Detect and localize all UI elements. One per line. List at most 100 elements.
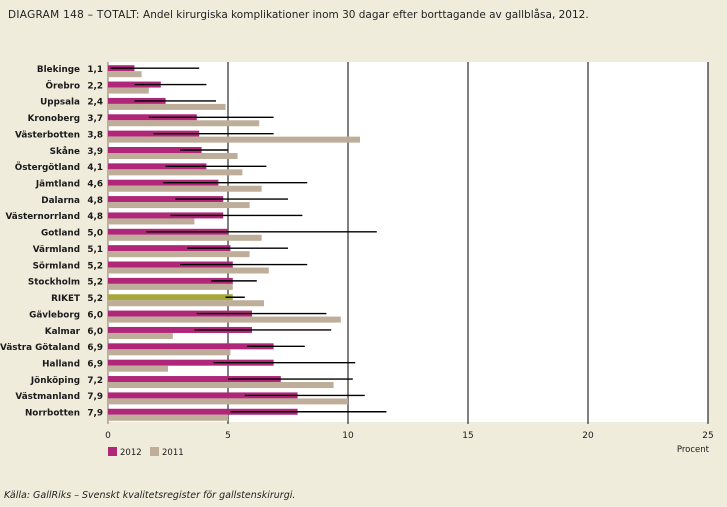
value-label: 5,2 <box>87 261 103 271</box>
x-axis-ticks-layer: 0 5 10 15 20 25 <box>105 431 714 441</box>
value-label: 3,9 <box>87 147 103 157</box>
bar-2011 <box>108 382 334 389</box>
category-label: Dalarna <box>41 196 80 206</box>
value-label: 4,8 <box>87 196 103 206</box>
bar-2012 <box>108 147 202 153</box>
bar-2011 <box>108 251 250 258</box>
value-label: 7,9 <box>87 409 103 419</box>
category-label: Värmland <box>33 245 80 255</box>
bar-2012 <box>108 163 207 170</box>
bar-2011 <box>108 267 269 274</box>
bar-2012 <box>108 376 281 383</box>
bar-2011 <box>108 234 262 241</box>
category-label: Skåne <box>50 146 80 157</box>
category-labels-layer: Blekinge 1,1 Örebro 2,2 Uppsala 2,4 Kronoberg 3… <box>0 65 103 419</box>
value-label: 3,8 <box>87 130 103 140</box>
bar-2012 <box>108 408 298 415</box>
category-label: Gotland <box>41 229 80 239</box>
bar-2011 <box>108 300 264 307</box>
category-label: Gävleborg <box>29 310 80 320</box>
category-label: Norrbotten <box>25 409 80 419</box>
x-tick-label: 25 <box>702 431 713 441</box>
x-tick-label: 20 <box>582 431 594 441</box>
value-label: 3,7 <box>87 114 103 124</box>
value-label: 4,6 <box>87 180 103 190</box>
value-label: 5,2 <box>87 294 103 304</box>
value-label: 4,1 <box>87 163 103 173</box>
bar-2011 <box>108 169 243 176</box>
x-tick-label: 10 <box>342 431 354 441</box>
legend-label-2012: 2012 <box>120 448 142 458</box>
bar-2011 <box>108 283 233 290</box>
bar-2012 <box>108 261 233 268</box>
category-label: Blekinge <box>37 65 80 75</box>
bar-2012 <box>108 196 224 203</box>
bar-2011 <box>108 218 195 225</box>
bar-2011 <box>108 414 228 421</box>
bar-2011 <box>108 185 262 192</box>
value-label: 1,1 <box>87 65 103 75</box>
category-label: Västmanland <box>15 392 80 402</box>
bar-2011 <box>108 349 231 356</box>
bar-2011 <box>108 71 142 78</box>
legend: 2012 2011 <box>108 447 184 458</box>
bar-2011 <box>108 87 149 94</box>
bar-2012 <box>108 245 231 252</box>
value-label: 6,9 <box>87 359 103 369</box>
legend-label-2011: 2011 <box>162 448 184 458</box>
source-note: Källa: GallRiks – Svenskt kvalitetsregis… <box>4 490 296 501</box>
chart-title: DIAGRAM 148 – TOTALT: Andel kirurgiska k… <box>8 9 589 21</box>
x-tick-label: 0 <box>105 431 111 441</box>
bars-layer <box>108 65 360 421</box>
category-label: Örebro <box>46 80 80 91</box>
category-label: Kronoberg <box>28 114 80 124</box>
x-axis-label: Procent <box>677 445 710 455</box>
value-label: 5,1 <box>87 245 103 255</box>
category-label: Jönköping <box>30 376 80 386</box>
bar-2011 <box>108 398 348 405</box>
category-label: Halland <box>42 359 80 369</box>
value-label: 5,2 <box>87 278 103 288</box>
value-label: 7,9 <box>87 392 103 402</box>
value-label: 6,0 <box>87 327 103 337</box>
category-label: Västra Götaland <box>0 343 80 353</box>
category-label: Östergötland <box>15 162 80 173</box>
bar-2012 <box>108 310 252 317</box>
chart-title-prefix: DIAGRAM 148 – TOTALT: <box>8 9 140 21</box>
bar-2011 <box>108 153 238 159</box>
bar-2012 <box>108 212 224 219</box>
bar-2012 <box>108 359 274 366</box>
bar-2011 <box>108 103 226 110</box>
category-label: Västernorrland <box>5 212 80 222</box>
plot-area <box>108 62 708 422</box>
bar-2012 <box>108 277 233 284</box>
bar-2011 <box>108 365 168 372</box>
bar-2011 <box>108 332 173 339</box>
bar-2011 <box>108 316 341 323</box>
category-label: Kalmar <box>45 327 81 337</box>
x-tick-label: 5 <box>225 431 231 441</box>
value-label: 4,8 <box>87 212 103 222</box>
category-label: Sörmland <box>33 261 80 271</box>
bar-2011 <box>108 120 260 127</box>
bar-2011 <box>108 202 250 209</box>
value-label: 2,2 <box>87 81 103 91</box>
bar-2012 <box>108 392 298 399</box>
legend-swatch-2012 <box>108 447 117 456</box>
bar-2011 <box>108 136 360 143</box>
bar-2012 <box>108 326 252 333</box>
value-label: 6,9 <box>87 343 103 353</box>
x-tick-label: 15 <box>462 431 473 441</box>
category-label: RIKET <box>51 294 80 304</box>
category-label: Stockholm <box>28 278 80 288</box>
category-label: Jämtland <box>35 180 80 190</box>
category-label: Västerbotten <box>15 130 80 140</box>
bar-2012 <box>108 294 233 301</box>
value-label: 2,4 <box>87 98 103 108</box>
value-label: 5,0 <box>87 229 103 239</box>
value-label: 6,0 <box>87 310 103 320</box>
bar-2012 <box>108 343 274 350</box>
category-label: Uppsala <box>40 98 80 108</box>
